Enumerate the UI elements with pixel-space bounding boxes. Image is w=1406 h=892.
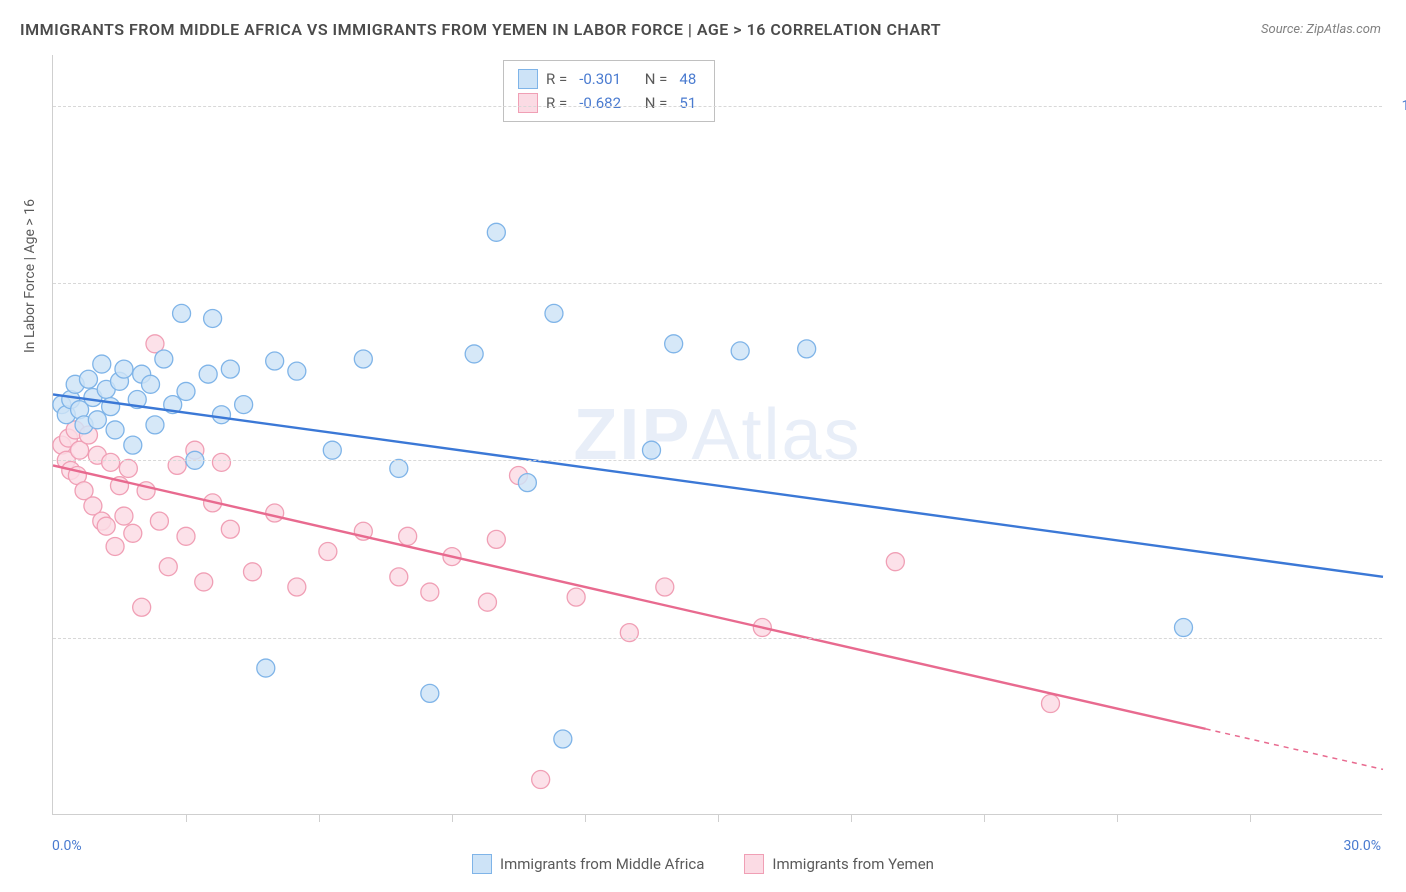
scatter-point: [142, 375, 160, 393]
regression-line: [53, 394, 1383, 576]
series-legend: Immigrants from Middle Africa Immigrants…: [0, 854, 1406, 874]
scatter-point: [354, 350, 372, 368]
scatter-point: [97, 517, 115, 535]
x-tick-min: 0.0%: [52, 838, 82, 854]
regression-line-dashed: [1206, 729, 1383, 770]
scatter-point: [1042, 695, 1060, 713]
scatter-plot-svg: [53, 55, 1382, 814]
chart-container: IMMIGRANTS FROM MIDDLE AFRICA VS IMMIGRA…: [0, 0, 1406, 892]
scatter-point: [532, 771, 550, 789]
gridline: [53, 638, 1382, 639]
gridline: [53, 283, 1382, 284]
scatter-point: [620, 624, 638, 642]
scatter-point: [221, 360, 239, 378]
scatter-point: [177, 382, 195, 400]
scatter-point: [643, 441, 661, 459]
scatter-point: [235, 396, 253, 414]
scatter-point: [146, 416, 164, 434]
scatter-point: [93, 355, 111, 373]
scatter-point: [244, 563, 262, 581]
scatter-point: [323, 441, 341, 459]
scatter-point: [173, 304, 191, 322]
scatter-point: [731, 342, 749, 360]
legend-label-b: Immigrants from Yemen: [772, 855, 934, 873]
scatter-point: [115, 360, 133, 378]
scatter-point: [102, 453, 120, 471]
plot-area: ZIPAtlas R = -0.301 N = 48 R = -0.682 N …: [52, 55, 1382, 815]
scatter-point: [798, 340, 816, 358]
x-tick: [1117, 814, 1118, 822]
x-tick: [585, 814, 586, 822]
scatter-point: [319, 543, 337, 561]
scatter-point: [1175, 619, 1193, 637]
scatter-point: [79, 370, 97, 388]
scatter-point: [212, 406, 230, 424]
y-tick-label: 100.0%: [1402, 98, 1406, 114]
scatter-point: [195, 573, 213, 591]
gridline: [53, 106, 1382, 107]
scatter-point: [177, 527, 195, 545]
scatter-point: [886, 553, 904, 571]
scatter-point: [390, 459, 408, 477]
scatter-point: [168, 456, 186, 474]
scatter-point: [421, 684, 439, 702]
scatter-point: [124, 436, 142, 454]
legend-item-a: Immigrants from Middle Africa: [472, 854, 704, 874]
x-tick: [718, 814, 719, 822]
scatter-point: [288, 578, 306, 596]
scatter-point: [390, 568, 408, 586]
scatter-point: [212, 453, 230, 471]
scatter-point: [487, 530, 505, 548]
scatter-point: [124, 524, 142, 542]
scatter-point: [133, 598, 151, 616]
scatter-point: [518, 474, 536, 492]
scatter-point: [478, 593, 496, 611]
x-tick: [186, 814, 187, 822]
x-tick: [319, 814, 320, 822]
scatter-point: [257, 659, 275, 677]
x-tick-max: 30.0%: [1343, 838, 1381, 854]
scatter-point: [656, 578, 674, 596]
scatter-point: [421, 583, 439, 601]
gridline: [53, 460, 1382, 461]
scatter-point: [88, 411, 106, 429]
scatter-point: [465, 345, 483, 363]
scatter-point: [204, 309, 222, 327]
scatter-point: [399, 527, 417, 545]
source-attribution: Source: ZipAtlas.com: [1261, 22, 1381, 37]
scatter-point: [665, 335, 683, 353]
y-axis-title: In Labor Force | Age > 16: [22, 199, 38, 353]
scatter-point: [106, 421, 124, 439]
scatter-point: [266, 352, 284, 370]
scatter-point: [119, 459, 137, 477]
legend-swatch-a-bottom: [472, 854, 492, 874]
scatter-point: [155, 350, 173, 368]
scatter-point: [150, 512, 168, 530]
legend-item-b: Immigrants from Yemen: [744, 854, 934, 874]
legend-label-a: Immigrants from Middle Africa: [500, 855, 704, 873]
scatter-point: [288, 362, 306, 380]
scatter-point: [487, 223, 505, 241]
scatter-point: [159, 558, 177, 576]
x-tick: [1250, 814, 1251, 822]
legend-swatch-b-bottom: [744, 854, 764, 874]
scatter-point: [567, 588, 585, 606]
scatter-point: [221, 520, 239, 538]
x-tick: [851, 814, 852, 822]
chart-title: IMMIGRANTS FROM MIDDLE AFRICA VS IMMIGRA…: [20, 20, 941, 39]
scatter-point: [106, 537, 124, 555]
scatter-point: [554, 730, 572, 748]
scatter-point: [199, 365, 217, 383]
scatter-point: [545, 304, 563, 322]
regression-line: [53, 465, 1206, 728]
scatter-point: [266, 504, 284, 522]
x-tick: [452, 814, 453, 822]
scatter-point: [115, 507, 133, 525]
x-tick: [984, 814, 985, 822]
